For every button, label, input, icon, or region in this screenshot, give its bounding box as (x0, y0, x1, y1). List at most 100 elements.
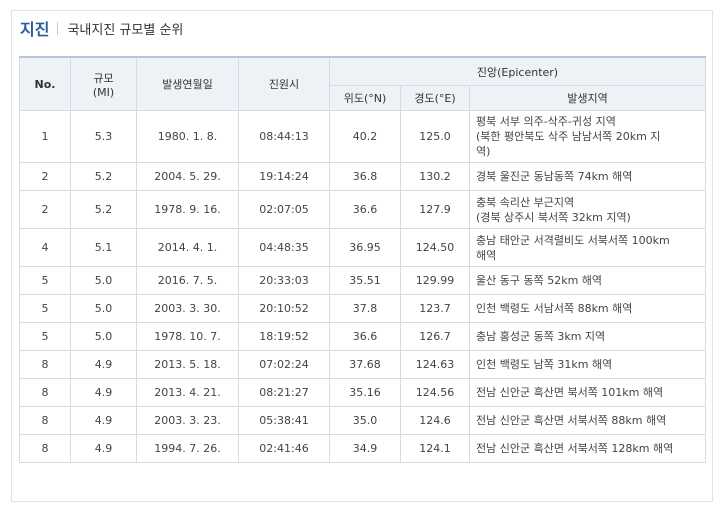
content-panel: 지진 국내지진 규모별 순위 No. 규모 (MI) 발생연월일 진원시 진앙(… (11, 10, 713, 502)
cell-latitude: 36.95 (329, 228, 401, 267)
cell-latitude: 37.68 (329, 350, 401, 379)
cell-region-line: 충남 홍성군 동쪽 3km 지역 (476, 330, 606, 343)
cell-region-line: 역) (476, 145, 491, 158)
cell-longitude: 130.2 (400, 162, 470, 191)
cell-time: 08:21:27 (238, 378, 330, 407)
col-header-longitude: 경도(°E) (400, 85, 470, 111)
col-header-region: 발생지역 (469, 85, 706, 111)
cell-region: 전남 신안군 흑산면 서북서쪽 128km 해역 (469, 434, 706, 463)
cell-region-line: 전남 신안군 흑산면 서북서쪽 128km 해역 (476, 442, 674, 455)
cell-no: 5 (19, 294, 71, 323)
cell-longitude: 129.99 (400, 266, 470, 295)
cell-time: 02:07:05 (238, 190, 330, 229)
cell-date: 1980. 1. 8. (136, 110, 239, 163)
table-row: 8 4.9 2013. 5. 18. 07:02:24 37.68 124.63 인천 백령… (19, 350, 706, 379)
cell-magnitude: 5.3 (70, 110, 137, 163)
cell-latitude: 36.6 (329, 190, 401, 229)
table-row: 1 5.3 1980. 1. 8. 08:44:13 40.2 125.0 평북 서부 의주… (19, 110, 706, 163)
cell-date: 2003. 3. 30. (136, 294, 239, 323)
cell-time: 02:41:46 (238, 434, 330, 463)
cell-longitude: 123.7 (400, 294, 470, 323)
cell-time: 07:02:24 (238, 350, 330, 379)
cell-latitude: 37.8 (329, 294, 401, 323)
cell-time: 20:10:52 (238, 294, 330, 323)
col-header-magnitude-label: 규모 (93, 71, 114, 85)
cell-region-line: 충남 태안군 서격렬비도 서북서쪽 100km (476, 233, 670, 247)
cell-no: 8 (19, 350, 71, 379)
cell-region: 인천 백령도 서남서쪽 88km 해역 (469, 294, 706, 323)
table-body: 1 5.3 1980. 1. 8. 08:44:13 40.2 125.0 평북 서부 의주… (19, 110, 706, 463)
cell-magnitude: 5.1 (70, 228, 137, 267)
cell-date: 2013. 5. 18. (136, 350, 239, 379)
cell-region: 울산 동구 동쪽 52km 해역 (469, 266, 706, 295)
cell-date: 1994. 7. 26. (136, 434, 239, 463)
cell-no: 8 (19, 434, 71, 463)
cell-latitude: 36.8 (329, 162, 401, 191)
cell-no: 1 (19, 110, 71, 163)
cell-time: 20:33:03 (238, 266, 330, 295)
cell-no: 8 (19, 406, 71, 435)
table-row: 2 5.2 2004. 5. 29. 19:14:24 36.8 130.2 경북 울진군 … (19, 162, 706, 191)
cell-magnitude: 5.0 (70, 266, 137, 295)
cell-magnitude: 5.0 (70, 294, 137, 323)
page-title: 지진 (20, 20, 50, 39)
cell-magnitude: 4.9 (70, 378, 137, 407)
cell-magnitude: 5.2 (70, 162, 137, 191)
cell-longitude: 126.7 (400, 322, 470, 351)
col-header-magnitude-unit: (MI) (92, 85, 115, 99)
col-header-date: 발생연월일 (136, 56, 239, 111)
cell-region: 경북 울진군 동남동쪽 74km 해역 (469, 162, 706, 191)
cell-longitude: 127.9 (400, 190, 470, 229)
cell-region: 충남 홍성군 동쪽 3km 지역 (469, 322, 706, 351)
cell-region: 충북 속리산 부근지역 (경북 상주시 북서쪽 32km 지역) (469, 190, 706, 229)
table-row: 2 5.2 1978. 9. 16. 02:07:05 36.6 127.9 충북 속리산 … (19, 190, 706, 229)
cell-longitude: 124.1 (400, 434, 470, 463)
cell-region: 평북 서부 의주-삭주-귀성 지역 (북한 평안북도 삭주 남남서쪽 20km 지… (469, 110, 706, 163)
cell-region-line: 인천 백령도 서남서쪽 88km 해역 (476, 302, 633, 315)
cell-latitude: 35.0 (329, 406, 401, 435)
table-row: 5 5.0 2016. 7. 5. 20:33:03 35.51 129.99 울산 동구 … (19, 266, 706, 295)
cell-longitude: 124.50 (400, 228, 470, 267)
cell-region-line: 인천 백령도 남쪽 31km 해역 (476, 358, 613, 371)
cell-region: 전남 신안군 흑산면 서북서쪽 88km 해역 (469, 406, 706, 435)
cell-region-line: 해역 (476, 248, 497, 262)
cell-region-line: (경북 상주시 북서쪽 32km 지역) (476, 210, 631, 224)
cell-no: 5 (19, 322, 71, 351)
cell-date: 1978. 9. 16. (136, 190, 239, 229)
cell-longitude: 124.6 (400, 406, 470, 435)
cell-region-line: 충북 속리산 부근지역 (476, 195, 575, 209)
cell-longitude: 124.56 (400, 378, 470, 407)
cell-no: 5 (19, 266, 71, 295)
cell-region-line: 울산 동구 동쪽 52km 해역 (476, 274, 603, 287)
cell-date: 1978. 10. 7. (136, 322, 239, 351)
cell-time: 08:44:13 (238, 110, 330, 163)
cell-magnitude: 4.9 (70, 350, 137, 379)
cell-no: 4 (19, 228, 71, 267)
cell-latitude: 36.6 (329, 322, 401, 351)
cell-longitude: 124.63 (400, 350, 470, 379)
cell-date: 2003. 3. 23. (136, 406, 239, 435)
cell-magnitude: 5.0 (70, 322, 137, 351)
cell-latitude: 35.16 (329, 378, 401, 407)
page-title-bar: 지진 국내지진 규모별 순위 (20, 13, 183, 43)
col-header-magnitude: 규모 (MI) (70, 56, 137, 111)
table-row: 4 5.1 2014. 4. 1. 04:48:35 36.95 124.50 충남 태안군… (19, 228, 706, 267)
cell-time: 05:38:41 (238, 406, 330, 435)
cell-date: 2004. 5. 29. (136, 162, 239, 191)
cell-region-line: 경북 울진군 동남동쪽 74km 해역 (476, 170, 633, 183)
table-row: 5 5.0 2003. 3. 30. 20:10:52 37.8 123.7 인천 백령도 … (19, 294, 706, 323)
cell-longitude: 125.0 (400, 110, 470, 163)
cell-no: 8 (19, 378, 71, 407)
cell-time: 19:14:24 (238, 162, 330, 191)
table-row: 5 5.0 1978. 10. 7. 18:19:52 36.6 126.7 충남 홍성군 … (19, 322, 706, 351)
cell-latitude: 40.2 (329, 110, 401, 163)
cell-no: 2 (19, 190, 71, 229)
cell-time: 18:19:52 (238, 322, 330, 351)
table-row: 8 4.9 2013. 4. 21. 08:21:27 35.16 124.56 전남 신안… (19, 378, 706, 407)
cell-magnitude: 4.9 (70, 434, 137, 463)
cell-no: 2 (19, 162, 71, 191)
cell-latitude: 34.9 (329, 434, 401, 463)
col-header-latitude: 위도(°N) (329, 85, 401, 111)
cell-region: 인천 백령도 남쪽 31km 해역 (469, 350, 706, 379)
cell-region-line: (북한 평안북도 삭주 남남서쪽 20km 지 (476, 130, 661, 143)
